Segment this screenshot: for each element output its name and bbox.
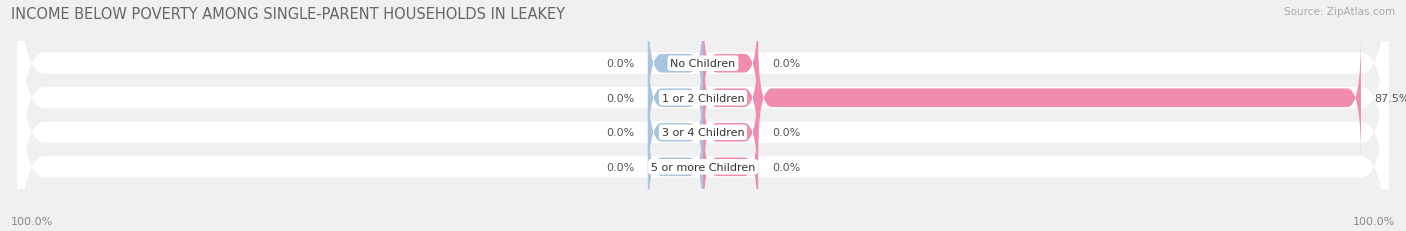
FancyBboxPatch shape <box>648 39 703 158</box>
FancyBboxPatch shape <box>703 73 758 192</box>
FancyBboxPatch shape <box>758 39 1361 158</box>
Text: 0.0%: 0.0% <box>772 128 800 138</box>
Text: 0.0%: 0.0% <box>606 59 634 69</box>
Text: 100.0%: 100.0% <box>1353 216 1395 226</box>
Text: 0.0%: 0.0% <box>606 93 634 103</box>
Text: 1 or 2 Children: 1 or 2 Children <box>662 93 744 103</box>
FancyBboxPatch shape <box>648 4 703 123</box>
FancyBboxPatch shape <box>17 0 1389 225</box>
Text: INCOME BELOW POVERTY AMONG SINGLE-PARENT HOUSEHOLDS IN LEAKEY: INCOME BELOW POVERTY AMONG SINGLE-PARENT… <box>11 7 565 22</box>
Text: 3 or 4 Children: 3 or 4 Children <box>662 128 744 138</box>
FancyBboxPatch shape <box>648 73 703 192</box>
Text: Source: ZipAtlas.com: Source: ZipAtlas.com <box>1284 7 1395 17</box>
FancyBboxPatch shape <box>17 40 1389 231</box>
FancyBboxPatch shape <box>17 0 1389 191</box>
Text: No Children: No Children <box>671 59 735 69</box>
Text: 100.0%: 100.0% <box>11 216 53 226</box>
Text: 0.0%: 0.0% <box>606 162 634 172</box>
Text: 0.0%: 0.0% <box>772 162 800 172</box>
FancyBboxPatch shape <box>703 39 758 158</box>
Text: 0.0%: 0.0% <box>772 59 800 69</box>
FancyBboxPatch shape <box>648 108 703 227</box>
Text: 0.0%: 0.0% <box>606 128 634 138</box>
FancyBboxPatch shape <box>703 108 758 227</box>
Text: 5 or more Children: 5 or more Children <box>651 162 755 172</box>
Text: 87.5%: 87.5% <box>1375 93 1406 103</box>
FancyBboxPatch shape <box>17 6 1389 231</box>
FancyBboxPatch shape <box>703 4 758 123</box>
